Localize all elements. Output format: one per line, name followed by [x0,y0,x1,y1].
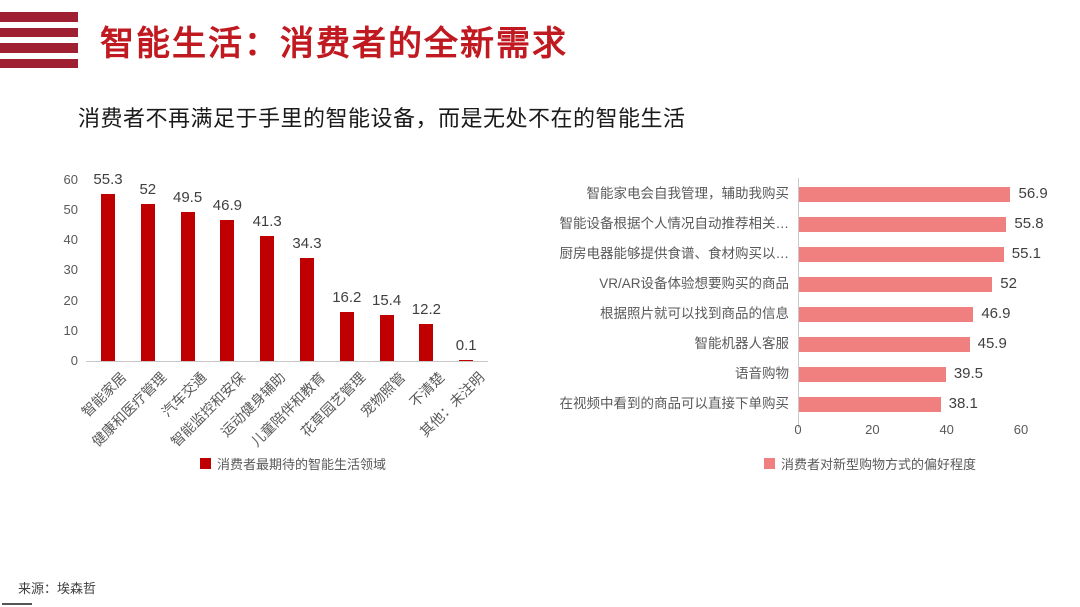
bar [799,246,1004,262]
bar [101,194,115,361]
bar [799,366,946,382]
x-axis-tick-label: 20 [865,422,880,437]
bar-value-label: 46.9 [981,305,1011,322]
logo-stripes-icon [0,12,78,68]
bar [799,396,941,412]
bar-value-label: 55.8 [1014,215,1044,232]
bar-value-label: 55.1 [1011,245,1041,262]
bar-value-label: 0.1 [455,337,477,354]
y-axis-category-label: 智能设备根据个人情况自动推荐相关… [559,216,790,231]
bar [260,236,275,361]
logo-stripe [0,12,78,22]
bar-value-label: 52 [1000,275,1017,292]
bar-value-label: 16.2 [332,289,362,307]
bar-value-label: 39.5 [953,365,984,382]
bar-value-label: 38.1 [948,395,978,412]
y-axis-tick-label: 40 [63,232,78,248]
legend-swatch-pink-icon [763,458,775,469]
bar [799,336,970,352]
right-chart-legend-label: 消费者对新型购物方式的偏好程度 [780,457,976,472]
right-chart-axis-line [798,178,799,428]
x-axis-line [86,361,488,362]
y-axis-tick-label: 0 [70,353,78,368]
y-axis-category-label: 根据照片就可以找到商品的信息 [600,306,789,321]
bar-value-label: 56.9 [1018,185,1048,202]
bar [799,216,1007,232]
bar [379,314,394,361]
logo-stripe [0,27,78,37]
right-chart: 消费者对新型购物方式的偏好程度 0 20 40 60 56.9 智能家电会自我管理，辅助我… [555,170,1048,482]
x-axis-tick-label: 40 [939,422,954,437]
y-axis-category-label: 智能机器人客服 [694,336,790,351]
bar-value-label: 52 [139,181,157,199]
bar-value-label: 49.5 [172,188,203,206]
bar [339,312,354,361]
bar-value-label: 15.4 [371,291,402,309]
x-axis-tick-label: 60 [1013,422,1029,437]
y-axis-tick-label: 20 [63,292,78,308]
bar [419,324,434,361]
slide-subtitle: 消费者不再满足于手里的智能设备，而是无处不在的智能生活 [78,106,686,131]
bar-value-label: 55.3 [93,171,123,189]
legend-swatch-red-icon [199,458,211,469]
left-chart-legend: 消费者最期待的智能生活领域 [40,454,500,473]
x-axis-category-label: 健康和医疗管理 [88,369,170,450]
bar [220,219,235,361]
y-axis-category-label: 语音购物 [735,366,789,381]
bar [140,204,155,361]
x-axis-tick-label: 0 [794,422,802,437]
y-axis-tick-label: 10 [63,322,78,338]
bar [180,211,195,361]
bar [300,257,314,361]
y-axis-category-label: VR/AR设备体验想要购买的商品 [599,276,789,291]
bar-value-label: 41.3 [252,213,282,231]
y-axis-tick-label: 30 [63,262,78,278]
right-chart-legend: 消费者对新型购物方式的偏好程度 [555,454,1035,473]
source-note: 来源：埃森哲 [18,581,97,596]
logo-stripe [0,43,78,53]
bar [799,186,1011,202]
bar-value-label: 34.3 [292,234,322,252]
bar [459,360,474,361]
bar-value-label: 46.9 [212,196,242,214]
y-axis-tick-label: 50 [63,202,78,218]
left-chart-legend-label: 消费者最期待的智能生活领域 [216,457,386,472]
slide-title: 智能生活：消费者的全新需求 [100,25,568,63]
bar-value-label: 45.9 [977,335,1007,352]
y-axis-tick-label: 60 [63,171,78,187]
left-chart: 消费者最期待的智能生活领域 0 10 20 30 40 50 60 55.3 智能家居 52 健康和… [40,170,500,482]
y-axis-category-label: 厨房电器能够提供食谱、食材购买以… [559,246,790,261]
y-axis-category-label: 在视频中看到的商品可以直接下单购买 [559,396,790,411]
bottom-edge-mark [2,603,32,605]
logo-stripe [0,58,78,68]
bar-value-label: 12.2 [411,301,441,319]
bar [799,276,993,292]
bar [799,306,974,322]
y-axis-category-label: 智能家电会自我管理，辅助我购买 [586,186,790,201]
